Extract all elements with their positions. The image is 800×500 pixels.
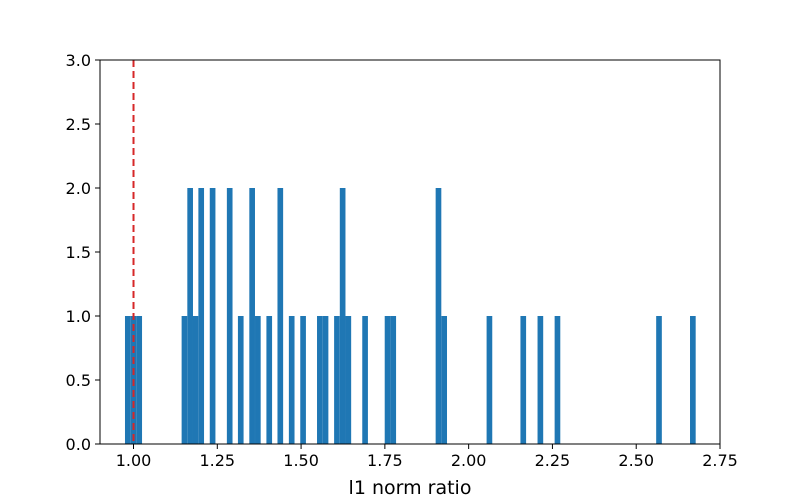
x-axis-ticks: 1.00 1.25 1.50 1.75 2.00 2.25 2.50 2.75 [116, 444, 738, 470]
y-tick-label: 0.0 [66, 435, 91, 454]
histogram-bar [537, 316, 544, 444]
histogram-bar [441, 316, 448, 444]
histogram-bar [266, 316, 273, 444]
histogram-bar [237, 316, 244, 444]
histogram-bar [192, 316, 199, 444]
histogram-bar [255, 316, 261, 444]
histogram-bar [435, 188, 442, 444]
histogram-bar [554, 316, 561, 444]
histogram-bar [124, 316, 131, 444]
y-tick-label: 2.0 [66, 179, 91, 198]
x-tick-label: 1.75 [367, 451, 403, 470]
x-tick-label: 2.00 [451, 451, 487, 470]
histogram-bar [384, 316, 391, 444]
histogram-bar [226, 188, 233, 444]
histogram-bar [187, 188, 193, 444]
y-tick-label: 1.0 [66, 307, 91, 326]
y-axis-ticks: 0.0 0.5 1.0 1.5 2.0 2.5 3.0 [66, 51, 100, 454]
y-tick-label: 1.5 [66, 243, 91, 262]
x-tick-label: 2.75 [702, 451, 738, 470]
histogram-bar [317, 316, 323, 444]
histogram-bar [277, 188, 284, 444]
histogram-bar [181, 316, 188, 444]
x-tick-label: 2.25 [535, 451, 571, 470]
y-tick-label: 2.5 [66, 115, 91, 134]
histogram-bar [198, 188, 205, 444]
histogram-bar [334, 316, 340, 444]
x-tick-label: 1.25 [199, 451, 235, 470]
histogram-bar [339, 188, 346, 444]
x-tick-label: 1.00 [116, 451, 152, 470]
x-tick-label: 2.50 [618, 451, 654, 470]
histogram-bar [322, 316, 329, 444]
histogram-bars [124, 188, 696, 444]
histogram-bar [690, 316, 696, 444]
y-tick-label: 3.0 [66, 51, 91, 70]
x-tick-label: 1.50 [283, 451, 319, 470]
histogram-bar [209, 188, 216, 444]
y-tick-label: 0.5 [66, 371, 91, 390]
histogram-bar [520, 316, 527, 444]
histogram-bar [288, 316, 295, 444]
histogram-bar [362, 316, 368, 444]
histogram-bar [249, 188, 255, 444]
histogram-bar [390, 316, 397, 444]
histogram-bar [300, 316, 306, 444]
histogram-bar [136, 316, 143, 444]
x-axis-label: l1 norm ratio [349, 477, 472, 499]
histogram-bar [656, 316, 662, 444]
histogram-bar [486, 316, 493, 444]
histogram-bar [345, 316, 352, 444]
